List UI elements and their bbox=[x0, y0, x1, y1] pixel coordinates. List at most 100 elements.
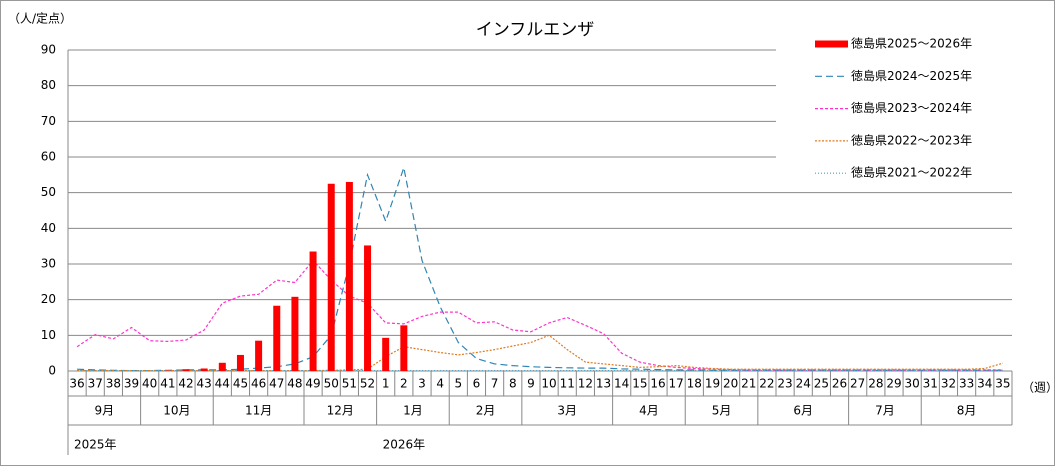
x-tick-label: 23 bbox=[777, 377, 792, 391]
x-tick-label: 32 bbox=[941, 377, 956, 391]
bar bbox=[382, 337, 390, 371]
x-tick-label: 14 bbox=[614, 377, 629, 391]
bar bbox=[309, 251, 317, 371]
month-label: 6月 bbox=[793, 404, 813, 418]
x-tick-label: 29 bbox=[886, 377, 901, 391]
x-tick-label: 17 bbox=[669, 377, 684, 391]
x-tick-label: 28 bbox=[868, 377, 883, 391]
x-tick-label: 15 bbox=[632, 377, 647, 391]
x-tick-label: 20 bbox=[723, 377, 738, 391]
x-tick-label: 22 bbox=[759, 377, 774, 391]
x-tick-label: 52 bbox=[360, 377, 375, 391]
bar bbox=[255, 340, 263, 371]
x-tick-label: 50 bbox=[324, 377, 339, 391]
bar bbox=[273, 305, 281, 371]
x-tick-label: 26 bbox=[832, 377, 847, 391]
x-tick-label: 10 bbox=[541, 377, 556, 391]
year-label: 2026年 bbox=[383, 438, 426, 452]
y-tick-label: 30 bbox=[41, 257, 56, 271]
x-tick-label: 21 bbox=[741, 377, 756, 391]
month-label: 9月 bbox=[94, 404, 114, 418]
x-tick-label: 33 bbox=[959, 377, 974, 391]
legend-label: 徳島県2025～2026年 bbox=[851, 36, 972, 51]
x-tick-label: 35 bbox=[995, 377, 1010, 391]
year-label: 2025年 bbox=[74, 438, 117, 452]
x-tick-label: 31 bbox=[923, 377, 938, 391]
x-tick-label: 9 bbox=[527, 377, 535, 391]
x-tick-label: 45 bbox=[233, 377, 248, 391]
y-tick-label: 60 bbox=[41, 150, 56, 164]
bar bbox=[327, 183, 335, 371]
y-tick-label: 70 bbox=[41, 114, 56, 128]
bar bbox=[364, 245, 372, 371]
x-tick-label: 37 bbox=[88, 377, 103, 391]
line bbox=[77, 334, 1004, 372]
y-tick-label: 80 bbox=[41, 78, 56, 92]
x-tick-label: 39 bbox=[124, 377, 139, 391]
x-tick-label: 48 bbox=[287, 377, 302, 391]
x-tick-label: 25 bbox=[814, 377, 829, 391]
x-tick-label: 46 bbox=[251, 377, 266, 391]
x-tick-label: 47 bbox=[269, 377, 284, 391]
x-tick-label: 19 bbox=[705, 377, 720, 391]
y-tick-label: 50 bbox=[41, 185, 56, 199]
x-tick-label: 1 bbox=[382, 377, 390, 391]
x-tick-label: 2 bbox=[400, 377, 408, 391]
month-label: 4月 bbox=[639, 404, 659, 418]
x-tick-label: 12 bbox=[578, 377, 593, 391]
x-tick-label: 3 bbox=[418, 377, 426, 391]
x-tick-label: 5 bbox=[454, 377, 462, 391]
y-tick-label: 20 bbox=[41, 292, 56, 306]
bar bbox=[400, 325, 408, 371]
x-tick-label: 27 bbox=[850, 377, 865, 391]
month-label: 12月 bbox=[327, 404, 354, 418]
x-tick-label: 38 bbox=[106, 377, 121, 391]
month-label: 10月 bbox=[163, 404, 190, 418]
x-tick-label: 6 bbox=[473, 377, 481, 391]
month-label: 11月 bbox=[245, 404, 272, 418]
x-tick-label: 51 bbox=[342, 377, 357, 391]
x-tick-label: 8 bbox=[509, 377, 517, 391]
x-tick-label: 4 bbox=[436, 377, 444, 391]
month-label: 5月 bbox=[712, 404, 732, 418]
month-label: 3月 bbox=[557, 404, 577, 418]
legend-box bbox=[776, 30, 1012, 190]
legend-label: 徳島県2021～2022年 bbox=[851, 165, 972, 180]
bar bbox=[218, 362, 226, 371]
x-tick-label: 13 bbox=[596, 377, 611, 391]
bar bbox=[182, 369, 190, 371]
y-tick-label: 10 bbox=[41, 328, 56, 342]
x-tick-label: 42 bbox=[178, 377, 193, 391]
x-tick-label: 44 bbox=[215, 377, 230, 391]
bar bbox=[345, 181, 353, 371]
y-axis-label: （人/定点） bbox=[8, 11, 72, 26]
line bbox=[76, 259, 1003, 371]
y-tick-label: 40 bbox=[41, 221, 56, 235]
x-tick-label: 16 bbox=[650, 377, 665, 391]
legend-label: 徳島県2022～2023年 bbox=[851, 132, 972, 147]
bar bbox=[200, 368, 208, 371]
y-tick-label: 0 bbox=[48, 364, 56, 378]
x-tick-label: 7 bbox=[491, 377, 499, 391]
bar bbox=[236, 354, 244, 371]
legend-label: 徳島県2023～2024年 bbox=[851, 100, 972, 115]
month-label: 7月 bbox=[875, 404, 895, 418]
month-label: 2月 bbox=[476, 404, 496, 418]
x-tick-label: 11 bbox=[560, 377, 575, 391]
x-tick-label: 30 bbox=[905, 377, 920, 391]
month-label: 1月 bbox=[403, 404, 423, 418]
bar bbox=[291, 296, 299, 371]
y-tick-label: 90 bbox=[41, 43, 56, 57]
x-tick-label: 18 bbox=[687, 377, 702, 391]
x-axis-label: （週） bbox=[1022, 381, 1055, 395]
x-tick-label: 36 bbox=[69, 377, 84, 391]
x-tick-label: 40 bbox=[142, 377, 157, 391]
x-tick-label: 43 bbox=[197, 377, 212, 391]
x-tick-label: 41 bbox=[160, 377, 175, 391]
legend-label: 徳島県2024～2025年 bbox=[851, 68, 972, 83]
chart-title: インフルエンザ bbox=[476, 20, 595, 40]
line bbox=[77, 165, 1003, 372]
x-tick-label: 24 bbox=[796, 377, 811, 391]
